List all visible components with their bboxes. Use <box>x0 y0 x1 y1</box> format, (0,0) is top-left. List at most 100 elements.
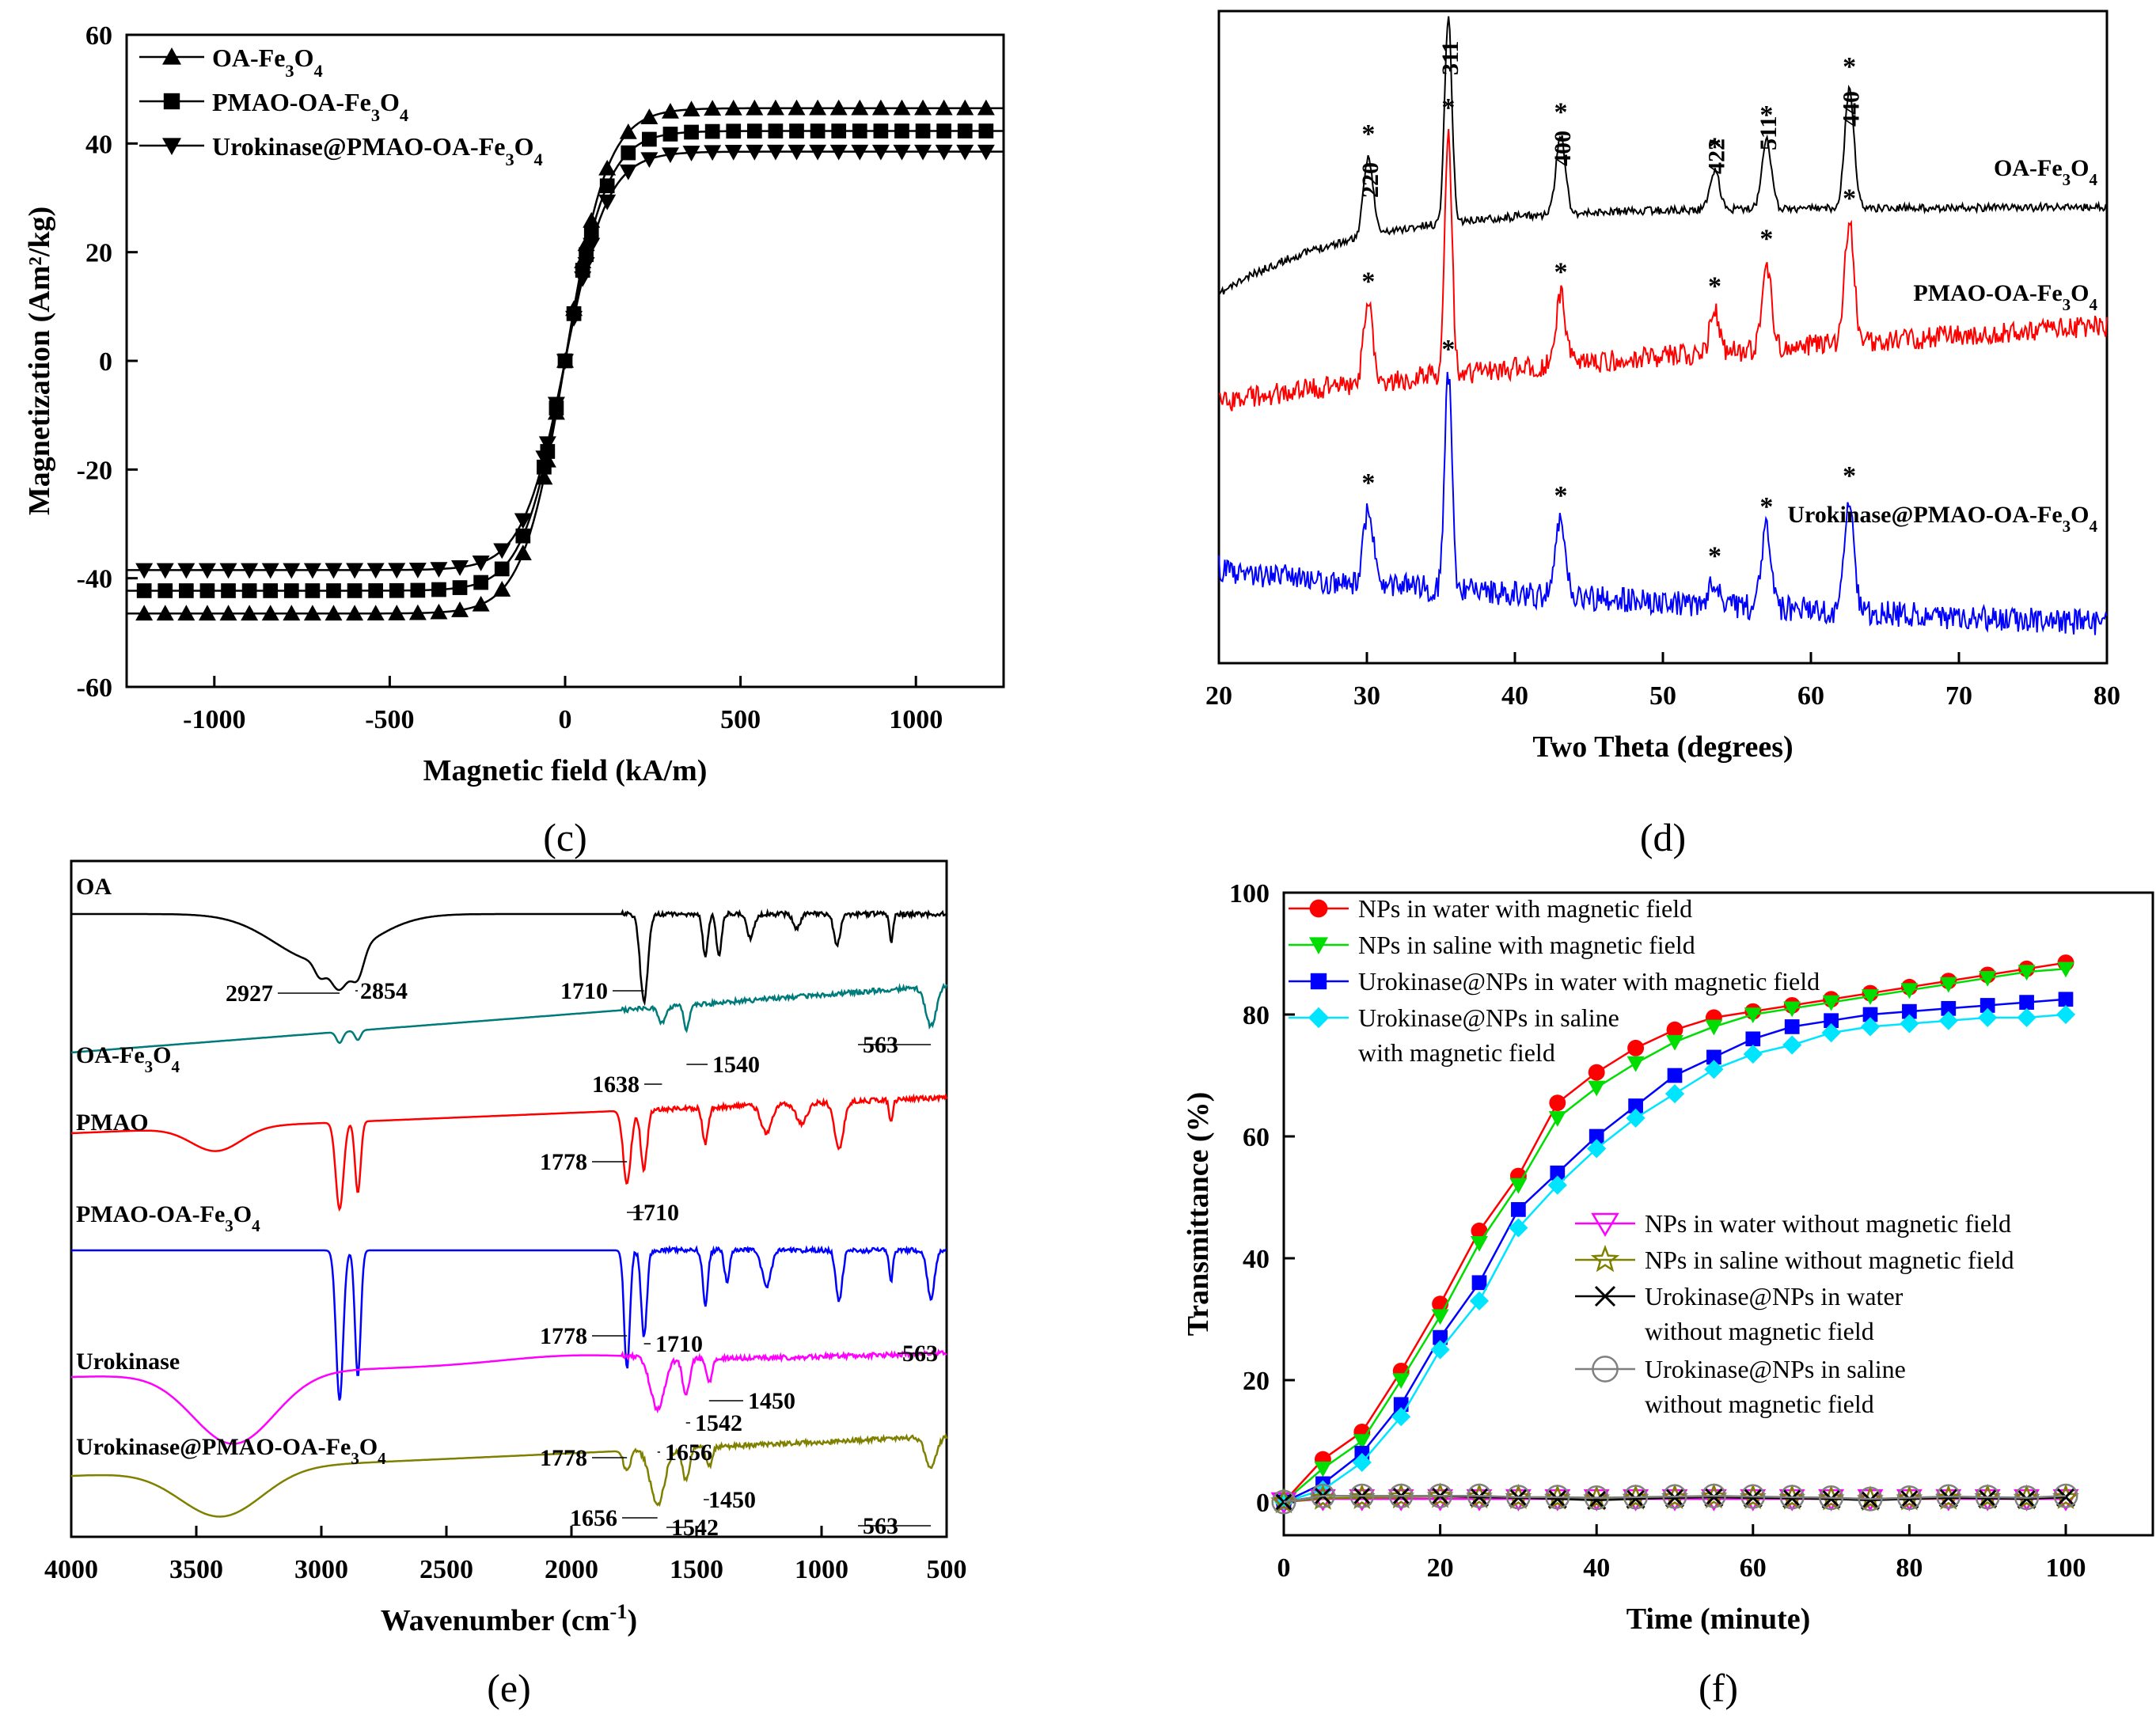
subscript: 3 <box>285 61 294 81</box>
data-point <box>430 603 448 620</box>
legend-marker <box>1310 973 1327 990</box>
data-point <box>325 563 343 579</box>
data-point <box>1900 983 1919 999</box>
data-point <box>1348 1483 1376 1510</box>
band-annotation: 2927 <box>226 980 273 1007</box>
label-part: O <box>2071 280 2089 306</box>
label-part: O <box>359 1434 378 1460</box>
x-tick-label: 40 <box>1583 1553 1610 1583</box>
y-tick-label: 20 <box>1243 1367 1270 1396</box>
data-point <box>2017 965 2036 981</box>
peak-star: * <box>1441 335 1455 364</box>
x-tick-label: 20 <box>1205 681 1232 711</box>
data-point <box>325 605 343 621</box>
data-point <box>303 563 321 579</box>
data-point <box>640 152 659 169</box>
data-point <box>2014 1485 2040 1511</box>
data-point <box>1388 1483 1414 1508</box>
data-point <box>1626 1489 1645 1509</box>
x-tick-label: 2500 <box>419 1555 473 1584</box>
spectrum-label: OA <box>76 874 112 900</box>
data-point <box>766 144 784 161</box>
data-point <box>1430 1340 1450 1360</box>
data-point <box>2013 1484 2040 1510</box>
data-point <box>1352 1452 1372 1473</box>
y-tick-label: 0 <box>1256 1489 1270 1518</box>
data-point <box>893 99 911 116</box>
data-point <box>219 563 237 579</box>
pattern-label: Urokinase@PMAO-OA-Fe3O4 <box>1787 502 2097 536</box>
data-point <box>408 604 427 620</box>
subscript: 3 <box>371 105 380 125</box>
data-point <box>1626 1056 1645 1072</box>
data-point <box>2055 1004 2076 1025</box>
x-tick-label: 80 <box>2093 681 2120 711</box>
y-axis-title: Transmittance (%) <box>1182 1092 1215 1337</box>
data-point <box>431 582 446 597</box>
data-point <box>1902 1003 1917 1019</box>
xrd-pattern <box>1218 128 2108 412</box>
x-tick-label: 4000 <box>44 1555 98 1584</box>
data-point <box>1627 1039 1645 1056</box>
data-point <box>1587 1490 1607 1510</box>
data-point <box>1896 1485 1922 1511</box>
data-point <box>1505 1483 1532 1510</box>
data-point <box>199 583 215 598</box>
y-tick-label: -40 <box>77 565 112 594</box>
data-point <box>1664 1084 1685 1104</box>
pattern-label: PMAO-OA-Fe3O4 <box>1913 280 2097 314</box>
label-part: Urokinase@PMAO-OA-Fe <box>76 1434 351 1460</box>
legend-label: Urokinase@PMAO-OA-Fe3O4 <box>212 132 543 169</box>
series-line <box>1283 1495 2067 1504</box>
label-part: Urokinase@PMAO-OA-Fe <box>1787 502 2062 528</box>
data-point <box>1896 1485 1923 1511</box>
ftir-spectrum <box>71 1245 947 1401</box>
data-point <box>1974 1483 2002 1510</box>
panel-d: 20 30 40 50 60 70 80 Two Theta (degrees) (d) OA-F… <box>1205 0 2120 859</box>
y-tick-label: 40 <box>1243 1245 1270 1274</box>
x-tick-label: 3500 <box>169 1555 223 1584</box>
plot-frame <box>1282 891 2154 1537</box>
data-point <box>1862 1007 1878 1022</box>
legend-marker <box>1594 1285 1616 1307</box>
data-point <box>241 583 257 598</box>
label-part: O <box>2071 155 2089 181</box>
data-point <box>494 561 510 577</box>
data-point <box>1817 1485 1845 1511</box>
label-part: OA-Fe <box>1994 155 2063 181</box>
data-point <box>1784 1019 1800 1034</box>
data-point <box>598 194 617 211</box>
data-point <box>704 145 722 161</box>
data-point <box>1979 971 1997 987</box>
label-part: O <box>294 44 314 72</box>
data-point <box>1978 1007 1998 1027</box>
data-point <box>1431 1309 1449 1326</box>
data-point <box>1314 1461 1332 1477</box>
label-part: O <box>380 88 400 116</box>
legend-label: Urokinase@NPs in saline <box>1645 1355 1906 1383</box>
data-point <box>1740 1484 1766 1509</box>
data-point <box>599 178 615 194</box>
data-point <box>724 145 742 161</box>
peak-star: * <box>1708 271 1721 301</box>
band-annotation: 1638 <box>592 1072 640 1098</box>
data-point <box>1705 1019 1723 1036</box>
data-point <box>472 556 490 571</box>
data-point <box>1939 977 1957 993</box>
data-point <box>1704 1487 1724 1507</box>
data-point <box>283 605 301 621</box>
data-point <box>766 99 784 116</box>
data-point <box>1393 1397 1409 1413</box>
data-point <box>388 563 406 579</box>
spectrum-label: Urokinase@PMAO-OA-Fe3O4 <box>76 1434 386 1468</box>
data-point <box>1589 1128 1604 1144</box>
band-annotation: 2854 <box>360 978 408 1004</box>
data-point <box>851 99 869 116</box>
label-part: O <box>2071 502 2089 528</box>
data-point <box>1623 1485 1649 1510</box>
data-point <box>1550 1165 1566 1181</box>
y-tick-label: -20 <box>77 456 112 485</box>
label-part: O <box>233 1201 252 1227</box>
ftir-spectrum <box>70 982 948 1054</box>
